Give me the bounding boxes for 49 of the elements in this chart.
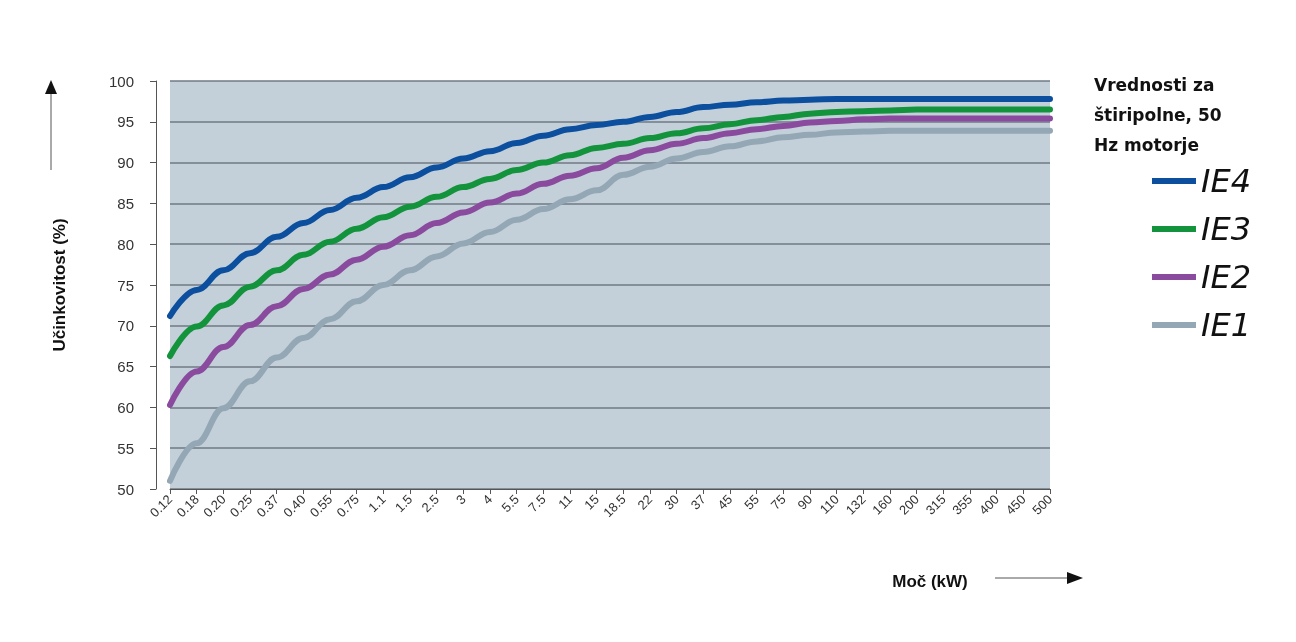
x-tick-label: 22: [634, 491, 656, 513]
legend-label: IE4: [1200, 162, 1251, 200]
legend-title: Vrednosti za štiripolne, 50 Hz motorje: [1094, 75, 1228, 155]
x-tick-label: 200: [896, 491, 922, 518]
x-tick-label: 0.20: [200, 491, 229, 521]
x-tick-label: 1.1: [365, 491, 389, 516]
legend-label: IE2: [1200, 258, 1251, 296]
x-axis-title: Moč (kW): [892, 572, 968, 591]
y-tick-label: 70: [117, 317, 134, 335]
x-tick-label: 15: [581, 491, 602, 513]
x-tick-label: 11: [555, 491, 576, 512]
y-tick-label: 90: [117, 154, 134, 172]
y-tick-label: 80: [117, 235, 134, 253]
y-tick-label: 55: [117, 439, 134, 457]
x-tick-label: 0.25: [226, 491, 256, 521]
x-tick-label: 160: [869, 491, 896, 518]
x-tick-label: 400: [976, 491, 1002, 518]
x-tick-label: 7.5: [525, 491, 549, 516]
y-tick-label: 100: [108, 72, 134, 90]
y-tick-label: 95: [117, 113, 134, 131]
y-tick-label: 60: [117, 398, 134, 416]
y-axis-title: Učinkovitost (%): [50, 218, 69, 352]
x-tick-label: 0.55: [306, 491, 336, 521]
x-tick-label: 315: [922, 491, 949, 518]
legend-label: IE1: [1200, 306, 1251, 344]
x-tick-label: 3: [452, 491, 469, 508]
x-tick-label: 75: [767, 491, 789, 513]
x-tick-label: 500: [1029, 491, 1056, 518]
x-tick-label: 30: [661, 491, 682, 513]
x-tick-label: 0.18: [173, 491, 202, 521]
x-tick-label: 2.5: [418, 491, 442, 516]
x-tick-label: 55: [741, 491, 762, 513]
x-tick-label: 450: [1002, 491, 1029, 518]
x-tick-label: 1.5: [391, 491, 416, 516]
x-tick-label: 132: [842, 491, 869, 518]
x-tick-label: 4: [479, 491, 496, 508]
y-tick-label: 75: [117, 276, 134, 294]
y-tick-label: 50: [117, 480, 134, 498]
x-tick-label: 110: [816, 491, 842, 517]
x-tick-label: 90: [794, 491, 816, 513]
x-tick-label: 0.12: [146, 491, 176, 521]
x-tick-label: 37: [687, 491, 709, 513]
x-tick-label: 0.40: [280, 491, 309, 521]
y-tick-label: 65: [117, 358, 134, 376]
x-tick-label: 45: [714, 491, 736, 513]
legend-label: IE3: [1200, 210, 1251, 248]
x-tick-label: 5.5: [498, 491, 522, 516]
y-tick-label: 85: [117, 194, 134, 212]
x-tick-label: 355: [949, 491, 976, 518]
